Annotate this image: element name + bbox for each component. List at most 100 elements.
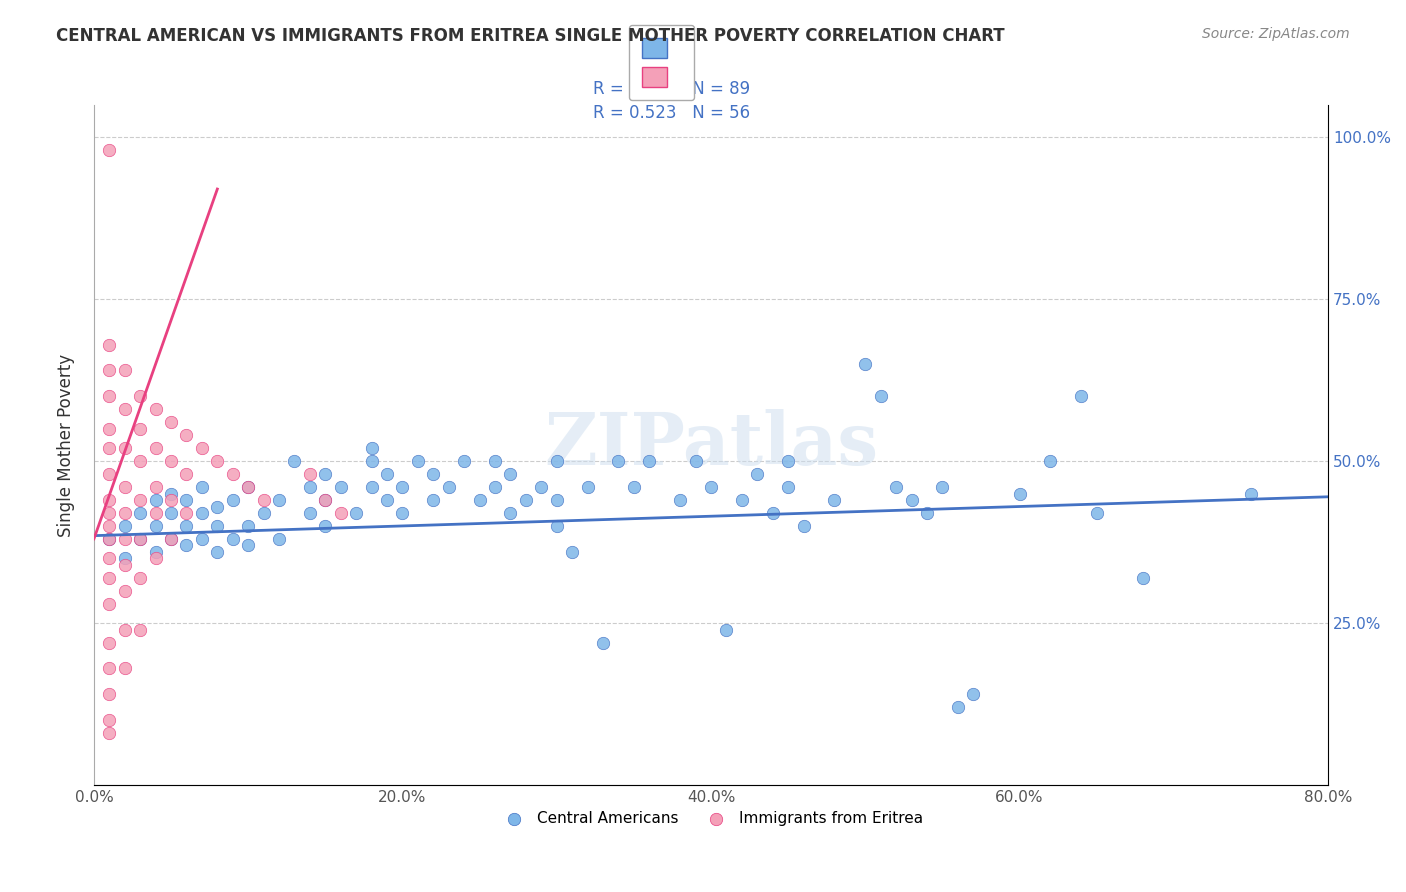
- Point: [98, 493, 121, 508]
- Point: [145, 545, 167, 559]
- Point: [176, 428, 198, 442]
- Point: [422, 467, 444, 482]
- Point: [207, 500, 229, 514]
- Point: [207, 545, 229, 559]
- Point: [422, 493, 444, 508]
- Point: [946, 700, 969, 714]
- Point: [314, 493, 336, 508]
- Legend: Central Americans, Immigrants from Eritrea: Central Americans, Immigrants from Eritr…: [492, 805, 929, 832]
- Point: [222, 532, 245, 546]
- Point: [915, 506, 938, 520]
- Point: [98, 506, 121, 520]
- Point: [98, 597, 121, 611]
- Point: [238, 538, 260, 552]
- Point: [98, 661, 121, 675]
- Point: [314, 519, 336, 533]
- Point: [962, 687, 984, 701]
- Point: [129, 532, 152, 546]
- Point: [253, 506, 276, 520]
- Point: [98, 143, 121, 157]
- Point: [238, 480, 260, 494]
- Point: [468, 493, 491, 508]
- Point: [283, 454, 305, 468]
- Point: [98, 532, 121, 546]
- Point: [716, 623, 738, 637]
- Point: [145, 441, 167, 455]
- Point: [98, 389, 121, 403]
- Point: [98, 635, 121, 649]
- Point: [114, 558, 136, 572]
- Text: R = 0.135   N = 89: R = 0.135 N = 89: [593, 79, 751, 97]
- Point: [129, 506, 152, 520]
- Point: [298, 480, 321, 494]
- Point: [267, 532, 290, 546]
- Point: [1039, 454, 1062, 468]
- Point: [778, 454, 800, 468]
- Point: [778, 480, 800, 494]
- Point: [747, 467, 769, 482]
- Point: [267, 493, 290, 508]
- Point: [129, 454, 152, 468]
- Point: [823, 493, 845, 508]
- Point: [160, 506, 183, 520]
- Point: [314, 493, 336, 508]
- Text: ZIPatlas: ZIPatlas: [544, 409, 879, 481]
- Point: [191, 480, 214, 494]
- Point: [176, 506, 198, 520]
- Point: [98, 571, 121, 585]
- Point: [98, 551, 121, 566]
- Point: [129, 532, 152, 546]
- Point: [530, 480, 553, 494]
- Point: [669, 493, 692, 508]
- Point: [731, 493, 754, 508]
- Point: [114, 506, 136, 520]
- Point: [145, 402, 167, 417]
- Point: [375, 467, 398, 482]
- Point: [437, 480, 460, 494]
- Point: [406, 454, 429, 468]
- Point: [900, 493, 922, 508]
- Point: [360, 441, 382, 455]
- Point: [238, 480, 260, 494]
- Point: [145, 551, 167, 566]
- Point: [623, 480, 645, 494]
- Point: [98, 467, 121, 482]
- Point: [98, 687, 121, 701]
- Point: [129, 422, 152, 436]
- Point: [98, 422, 121, 436]
- Y-axis label: Single Mother Poverty: Single Mother Poverty: [58, 353, 75, 536]
- Point: [453, 454, 475, 468]
- Point: [884, 480, 907, 494]
- Point: [98, 337, 121, 351]
- Point: [1008, 486, 1031, 500]
- Point: [546, 493, 568, 508]
- Point: [114, 661, 136, 675]
- Point: [607, 454, 630, 468]
- Point: [329, 506, 352, 520]
- Point: [561, 545, 583, 559]
- Point: [793, 519, 815, 533]
- Point: [191, 532, 214, 546]
- Point: [114, 551, 136, 566]
- Point: [1240, 486, 1263, 500]
- Point: [207, 519, 229, 533]
- Point: [160, 532, 183, 546]
- Point: [191, 506, 214, 520]
- Point: [176, 493, 198, 508]
- Point: [98, 519, 121, 533]
- Point: [391, 480, 413, 494]
- Point: [98, 363, 121, 377]
- Point: [114, 519, 136, 533]
- Point: [638, 454, 661, 468]
- Point: [298, 506, 321, 520]
- Point: [314, 467, 336, 482]
- Point: [114, 363, 136, 377]
- Point: [700, 480, 723, 494]
- Point: [360, 454, 382, 468]
- Point: [222, 467, 245, 482]
- Point: [98, 532, 121, 546]
- Point: [484, 480, 506, 494]
- Point: [931, 480, 953, 494]
- Point: [160, 454, 183, 468]
- Point: [329, 480, 352, 494]
